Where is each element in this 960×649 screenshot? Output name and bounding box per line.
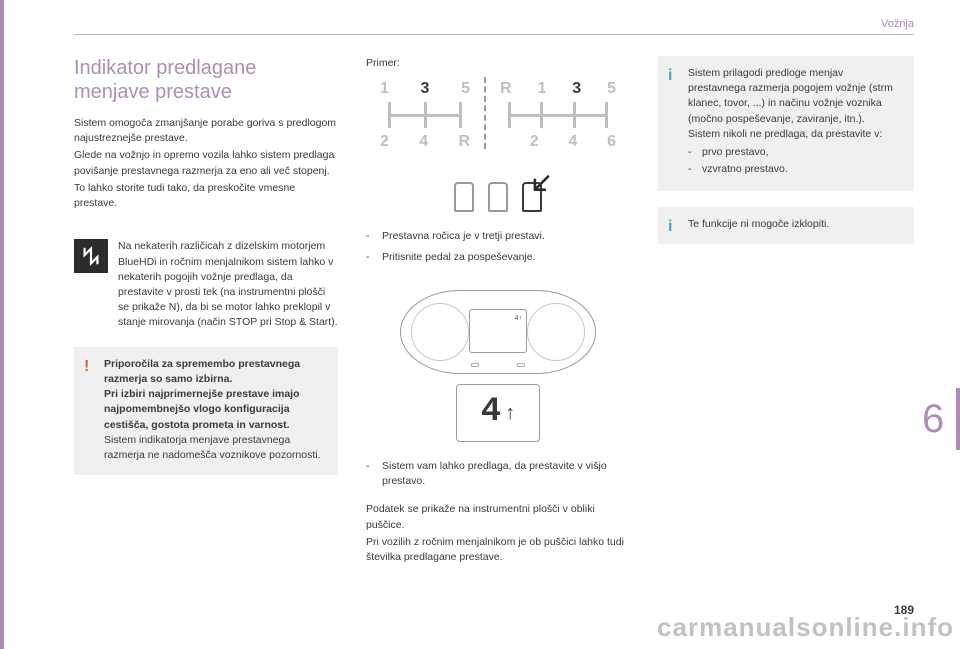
intro-p3: To lahko storite tudi tako, da preskočit… [74,181,338,211]
info-icon: i [668,215,672,238]
chapter-badge: 6 [914,388,960,450]
header-rule [74,34,914,35]
pedals-diagram [366,158,630,212]
neutral-note-row: Na nekaterih različicah z dizelskim moto… [74,239,338,330]
step-2: Pritisnite pedal za pospeševanje. [366,247,630,268]
gauge-right [527,303,585,361]
example-result: Sistem vam lahko predlaga, da prestavite… [366,456,630,492]
cluster-mini-indicator: 4↑ [515,314,522,324]
footer-p1: Podatek se prikaže na instrumentni plošč… [366,502,630,532]
gear5-1: 1 [380,77,389,100]
left-accent-bar [0,0,4,649]
intro-p2: Glede na vožnjo in opremo vozila lahko s… [74,148,338,178]
gear5-h [388,102,462,128]
info-box-2: i Te funkcije ni mogoče izklopiti. [658,207,914,244]
cluster-group: 4↑ 4 ↑ [366,290,630,442]
gear-indicator-box: 4 ↑ [456,384,540,442]
example-steps: Prestavna ročica je v tretji prestavi. P… [366,226,630,268]
gear-pattern-5: 1 3 5 2 4 R [380,77,470,153]
info1-list: prvo prestavo, vzvratno prestavo. [688,144,902,178]
gear6-1: 1 [537,77,546,100]
gear5-top: 1 3 5 [380,77,470,100]
warning-bold-2: Pri izbiri najprimernejše prestave imajo… [104,387,326,433]
pedal-accelerator [522,182,542,212]
gear5-bottom: 2 4 R [380,130,470,153]
info2-text: Te funkcije ni mogoče izklopiti. [688,217,902,232]
column-2: Primer: 1 3 5 2 4 R [366,56,630,567]
title-line-2: menjave prestave [74,81,232,103]
info1-p2: Sistem nikoli ne predlaga, da prestavite… [688,127,902,142]
press-arrow-icon [516,165,559,208]
warning-icon: ! [84,355,89,378]
gear6-top: R 1 3 5 [500,77,616,100]
info1-p1: Sistem prilagodi predloge menjav prestav… [688,66,902,127]
column-1: Indikator predlagane menjave prestave Si… [74,56,338,567]
up-arrow-icon: ↑ [505,399,515,428]
neutral-note-text: Na nekaterih različicah z dizelskim moto… [118,239,338,330]
info-box-1: i Sistem prilagodi predloge menjav prest… [658,56,914,191]
gear5-4: 4 [419,130,428,153]
info1-li1: prvo prestavo, [688,144,902,161]
gear-pattern-6: R 1 3 5 2 4 6 [500,77,616,153]
watermark: carmanualsonline.info [651,607,960,649]
gear5-2: 2 [380,130,389,153]
gear6-h [508,102,608,128]
example-label: Primer: [366,56,630,71]
pedal-brake [488,182,508,212]
gauge-left [411,303,469,361]
info1-li2: vzvratno prestavo. [688,161,902,178]
instrument-cluster: 4↑ [400,290,596,374]
info-icon: i [668,64,672,87]
gear5-5: 5 [461,77,470,100]
gear5-r: R [458,130,470,153]
gear-diagrams: 1 3 5 2 4 R [366,77,630,153]
title-line-1: Indikator predlagane [74,57,256,79]
warning-box: ! Priporočila za spremembo prestavnega r… [74,347,338,476]
chapter-number: 6 [914,390,944,448]
neutral-icon [74,239,108,273]
cluster-btn-left [471,363,479,367]
gear6-bottom: 2 4 6 [500,130,616,153]
column-3: i Sistem prilagodi predloge menjav prest… [658,56,914,567]
footer-p2: Pri vozilih z ročnim menjalnikom je ob p… [366,535,630,565]
gear6-6: 6 [607,130,616,153]
cluster-screen: 4↑ [469,309,527,353]
gear6-r: R [500,77,512,100]
gear6-4: 4 [568,130,577,153]
pedal-clutch [454,182,474,212]
content-columns: Indikator predlagane menjave prestave Si… [74,56,914,567]
page-title: Indikator predlagane menjave prestave [74,56,338,104]
gear-digit: 4 [481,388,499,437]
step-1: Prestavna ročica je v tretji prestavi. [366,226,630,247]
section-label: Vožnja [881,17,914,33]
warning-body: Sistem indikatorja menjave prestavnega r… [104,433,326,463]
intro-p1: Sistem omogoča zmanjšanje porabe goriva … [74,116,338,146]
warning-bold-1: Priporočila za spremembo prestavnega raz… [104,357,326,387]
gear5-3: 3 [421,77,430,100]
cluster-btn-right [517,363,525,367]
gear-divider [484,77,486,149]
gear6-5: 5 [607,77,616,100]
gear6-2: 2 [530,130,539,153]
gear6-3: 3 [572,77,581,100]
step-3: Sistem vam lahko predlaga, da prestavite… [366,456,630,492]
